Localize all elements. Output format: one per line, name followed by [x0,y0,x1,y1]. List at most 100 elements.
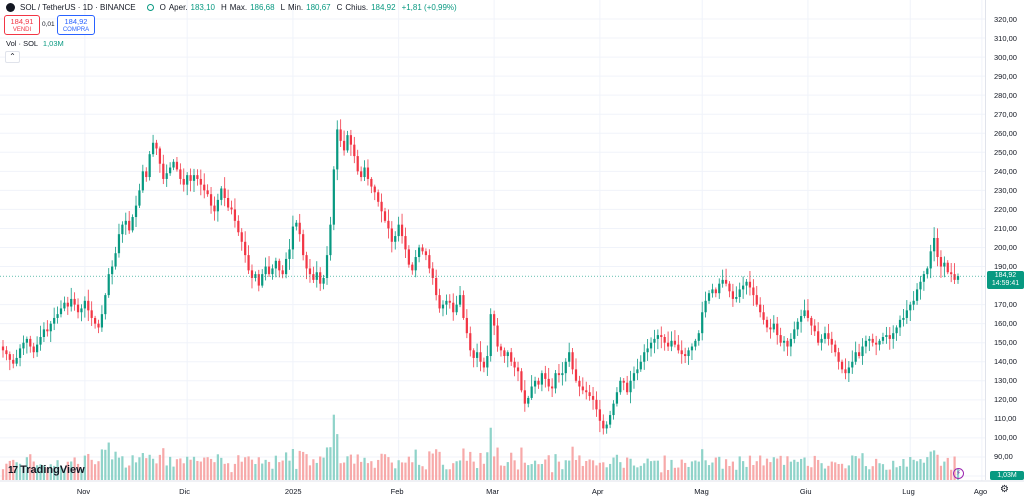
volume-bar [803,457,806,480]
candle-body [830,338,833,345]
candle-body [124,220,127,225]
candle-body [687,350,690,357]
volume-bar [182,463,185,480]
candle-body [619,380,622,393]
candle-body [66,302,69,307]
volume-bar [438,451,441,480]
candle-body [336,129,339,170]
volume-bar [394,468,397,480]
candle-body [721,279,724,284]
candle-body [342,140,346,151]
candle-body [697,333,700,341]
volume-bar [547,455,550,480]
volume-bar [537,464,540,480]
candle-body [786,340,789,347]
candle-body [605,424,608,429]
candle-body [571,352,574,370]
buy-button[interactable]: 184,92 COMPRA [57,15,95,35]
candle-body [315,272,318,280]
volume-bar [482,463,486,480]
candle-body [390,228,393,242]
volume-bar [612,457,615,480]
candle-body [817,331,820,343]
volume-bar [261,463,264,480]
last-price-tag: 184,92 14:59:41 [987,271,1024,290]
volume-bar [506,462,509,480]
candle-body [629,380,632,393]
candle-body [881,336,885,341]
volume-bar [49,464,52,480]
candle-body [823,333,827,339]
candle-body [452,302,455,313]
volume-bar [503,465,506,480]
volume-bar [772,457,775,480]
candle-body [312,274,315,280]
candle-body [148,154,151,178]
candle-body [564,361,567,374]
volume-bar [929,451,932,480]
volume-bar [472,461,475,480]
tradingview-logo[interactable]: 17 TradingView [8,464,85,476]
candle-body [506,352,509,357]
candle-body [946,262,949,273]
high-text: Max. [229,3,248,12]
candle-body [100,314,104,328]
volume-bar [462,448,465,480]
tradingview-logo-icon: 17 [8,464,18,476]
volume-bar [697,461,700,480]
volume-bar [578,455,581,480]
candle-body [520,371,523,391]
candle-body [707,293,711,301]
candle-body [145,171,148,178]
candle-body [718,283,721,294]
sell-button[interactable]: 184,91 VENDI [4,15,40,35]
high-label: H [220,3,227,12]
candle-body [230,207,233,210]
price-tick-label: 140,00 [994,357,1017,367]
volume-bar [759,455,762,480]
volume-bar [46,467,49,480]
candle-body [162,163,165,179]
candle-body [404,236,407,250]
collapse-legend-button[interactable]: ⌃ [5,51,20,63]
candle-body [281,270,284,275]
candle-body [87,300,90,311]
volume-bar [742,461,745,480]
candle-body [902,317,905,320]
volume-bar [950,469,953,480]
volume-bar [353,463,356,480]
candle-body [93,317,97,324]
candle-body [353,144,356,157]
volume-bar [298,450,301,480]
price-tick-label: 120,00 [994,395,1017,405]
candle-body [585,390,588,393]
candle-body [458,295,462,305]
settings-icon[interactable]: ⚙ [1000,484,1009,495]
volume-bar [138,457,141,480]
candle-body [871,338,874,343]
volume-legend[interactable]: Vol · SOL 1,03M [6,39,64,48]
time-tick-label: Giu [799,487,812,496]
volume-bar [933,450,936,480]
volume-bar [305,454,308,480]
candle-body [387,220,390,229]
last-price-value: 184,92 [994,272,1017,280]
close-value: 184,92 [371,3,396,12]
price-axis[interactable] [985,0,1024,480]
volume-bar [632,465,636,480]
candle-body [810,317,813,326]
candle-body [799,316,803,322]
volume-bar [540,463,544,480]
volume-bar [329,447,332,480]
volume-bar [1,469,5,480]
candle-body [598,409,601,421]
symbol-title[interactable]: SOL / TetherUS · 1D · BINANCE [20,3,136,12]
candle-body [513,361,516,368]
candle-body [155,142,158,149]
bolt-icon[interactable]: ⚡ [953,468,964,479]
candle-body [639,361,642,370]
volume-bar [295,468,298,480]
price-tick-label: 210,00 [994,223,1017,233]
volume-bar [694,460,697,480]
